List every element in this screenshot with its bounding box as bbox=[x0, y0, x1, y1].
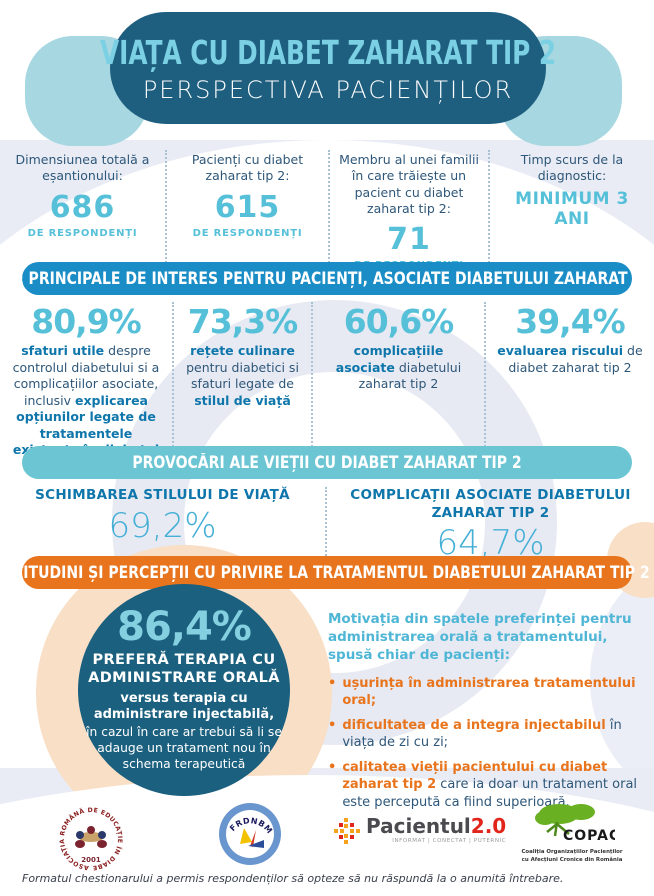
pacientul-version: 2.0 bbox=[470, 814, 507, 838]
motivation-block: Motivația din spatele preferinței pentru… bbox=[328, 610, 642, 811]
banner-attitudes-label: ATITUDINI ȘI PERCEPȚII CU PRIVIRE LA TRA… bbox=[4, 563, 650, 582]
theme-percentage: 39,4% bbox=[515, 302, 626, 341]
page-title: VIAȚA CU DIABET ZAHARAT TIP 2 bbox=[99, 32, 557, 72]
stat-patients: Pacienți cu diabet zaharat tip 2: 615 DE… bbox=[167, 150, 330, 271]
bullet-dot-icon: • bbox=[328, 717, 337, 733]
stat-unit: DE RESPONDENȚI bbox=[27, 227, 138, 239]
motivation-heading: Motivația din spatele preferinței pentru… bbox=[328, 611, 632, 664]
theme-description: evaluarea riscului de diabet zaharat tip… bbox=[497, 343, 643, 375]
copac-tagline: Coaliția Organizațiilor Pacienților cu A… bbox=[520, 849, 624, 864]
copac-tagline-line2: cu Afecțiuni Cronice din România bbox=[521, 856, 623, 863]
logo-copac: COPAC Coaliția Organizațiilor Paciențilo… bbox=[520, 802, 624, 864]
preference-text: în cazul în care ar trebui să li se adau… bbox=[86, 725, 282, 772]
banner-themes: TEME PRINCIPALE DE INTERES PENTRU PACIEN… bbox=[0, 262, 654, 295]
copac-tree-icon: COPAC bbox=[535, 804, 619, 844]
challenge-lifestyle: SCHIMBAREA STILULUI DE VIAȚĂ 69,2% bbox=[0, 487, 327, 564]
stat-label: Dimensiunea totală a eșantionului: bbox=[15, 152, 150, 184]
stat-time-since-diagnosis: Timp scurs de la diagnostic: MINIMUM 3 A… bbox=[490, 150, 654, 271]
bullet-dot-icon: • bbox=[328, 759, 337, 775]
theme-recipes: 73,3% rețete culinare pentru diabetici s… bbox=[174, 302, 313, 475]
stat-value: MINIMUM 3 ANI bbox=[515, 188, 629, 229]
oral-therapy-preference-circle: 86,4% PREFERĂ TERAPIA CU ADMINISTRARE OR… bbox=[78, 584, 290, 796]
theme-description: complicațiile asociate diabetului zahara… bbox=[335, 343, 462, 391]
banner-challenges: PROVOCĂRI ALE VIEȚII CU DIABET ZAHARAT T… bbox=[22, 446, 632, 479]
stat-value: 686 bbox=[49, 189, 116, 225]
challenge-label: SCHIMBAREA STILULUI DE VIAȚĂ bbox=[35, 487, 290, 503]
motivation-bullet: • dificultatea de a integra injectabilul… bbox=[328, 717, 642, 752]
preference-title: PREFERĂ TERAPIA CU ADMINISTRARE ORALĂ bbox=[88, 651, 280, 686]
stat-value: 71 bbox=[387, 222, 431, 257]
banner-challenges-label: PROVOCĂRI ALE VIEȚII CU DIABET ZAHARAT T… bbox=[132, 453, 522, 472]
pacientul-dots-icon bbox=[334, 818, 360, 844]
logo-frdnbm: FRDNBM bbox=[218, 802, 282, 870]
pacientul-wordmark: Pacientul2.0 INFORMAT | CONECTAT | PUTER… bbox=[366, 816, 506, 844]
challenges-row: SCHIMBAREA STILULUI DE VIAȚĂ 69,2% COMPL… bbox=[0, 487, 654, 564]
theme-description: rețete culinare pentru diabetici si sfat… bbox=[186, 343, 299, 408]
theme-risk-evaluation: 39,4% evaluarea riscului de diabet zahar… bbox=[486, 302, 654, 475]
bullet-text: calitatea vieții pacientului cu diabet z… bbox=[342, 759, 638, 810]
svg-text:2001: 2001 bbox=[81, 856, 101, 864]
stat-total-sample: Dimensiunea totală a eșantionului: 686 D… bbox=[0, 150, 167, 271]
frdnbm-badge-icon: FRDNBM bbox=[219, 803, 281, 865]
pacientul-name: Pacientul bbox=[366, 814, 471, 838]
footnote: Formatul chestionarului a permis respond… bbox=[22, 872, 564, 885]
stat-label: Timp scurs de la diagnostic: bbox=[520, 152, 624, 184]
logo-pacientul20: Pacientul2.0 INFORMAT | CONECTAT | PUTER… bbox=[332, 816, 506, 846]
preference-percentage: 86,4% bbox=[117, 603, 252, 650]
theme-percentage: 73,3% bbox=[187, 302, 299, 341]
pacientul-tagline: INFORMAT | CONECTAT | PUTERNIC bbox=[392, 838, 507, 844]
banner-attitudes: ATITUDINI ȘI PERCEPȚII CU PRIVIRE LA TRA… bbox=[4, 556, 650, 589]
logo-ared: ASOCIAȚIA ROMÂNĂ DE EDUCAȚIE ÎN DIABET 2… bbox=[56, 801, 124, 876]
ared-seal-icon: ASOCIAȚIA ROMÂNĂ DE EDUCAȚIE ÎN DIABET 2… bbox=[56, 801, 124, 871]
stat-unit: DE RESPONDENȚI bbox=[192, 227, 303, 239]
stat-label: Membru al unei familii în care trăiește … bbox=[339, 152, 479, 216]
page-subtitle: PERSPECTIVA PACIENȚILOR bbox=[142, 75, 514, 104]
copac-tagline-line1: Coaliția Organizațiilor Pacienților bbox=[521, 849, 623, 855]
motivation-bullet: • ușurința în administrarea tratamentulu… bbox=[328, 675, 642, 710]
theme-percentage: 60,6% bbox=[343, 302, 455, 341]
stat-label: Pacienți cu diabet zaharat tip 2: bbox=[191, 152, 304, 184]
bullet-text: dificultatea de a integra injectabilul î… bbox=[342, 717, 622, 751]
preference-subtitle: versus terapia cu administrare injectabi… bbox=[93, 690, 275, 723]
motivation-list: • ușurința în administrarea tratamentulu… bbox=[328, 675, 642, 812]
header: VIAȚA CU DIABET ZAHARAT TIP 2 PERSPECTIV… bbox=[100, 12, 556, 124]
banner-themes-label: TEME PRINCIPALE DE INTERES PENTRU PACIEN… bbox=[0, 269, 654, 288]
svg-text:COPAC: COPAC bbox=[563, 828, 615, 844]
challenge-complications: COMPLICAȚII ASOCIATE DIABETULUI ZAHARAT … bbox=[327, 487, 654, 563]
stat-value: 615 bbox=[214, 189, 281, 225]
motivation-bullet: • calitatea vieții pacientului cu diabet… bbox=[328, 759, 642, 812]
challenge-label: COMPLICAȚII ASOCIATE DIABETULUI ZAHARAT … bbox=[350, 487, 631, 521]
stat-family-members: Membru al unei familii în care trăiește … bbox=[330, 150, 490, 271]
challenge-percentage: 69,2% bbox=[108, 505, 217, 546]
sample-stats-row: Dimensiunea totală a eșantionului: 686 D… bbox=[0, 150, 654, 271]
bullet-text: ușurința în administrarea tratamentului … bbox=[342, 675, 636, 709]
partner-logos-row: ASOCIAȚIA ROMÂNĂ DE EDUCAȚIE ÎN DIABET 2… bbox=[0, 800, 654, 871]
themes-row: 80,9% sfaturi utile despre controlul dia… bbox=[0, 302, 654, 475]
bullet-dot-icon: • bbox=[328, 675, 337, 691]
theme-percentage: 80,9% bbox=[31, 302, 142, 341]
theme-complications: 60,6% complicațiile asociate diabetului … bbox=[313, 302, 486, 475]
